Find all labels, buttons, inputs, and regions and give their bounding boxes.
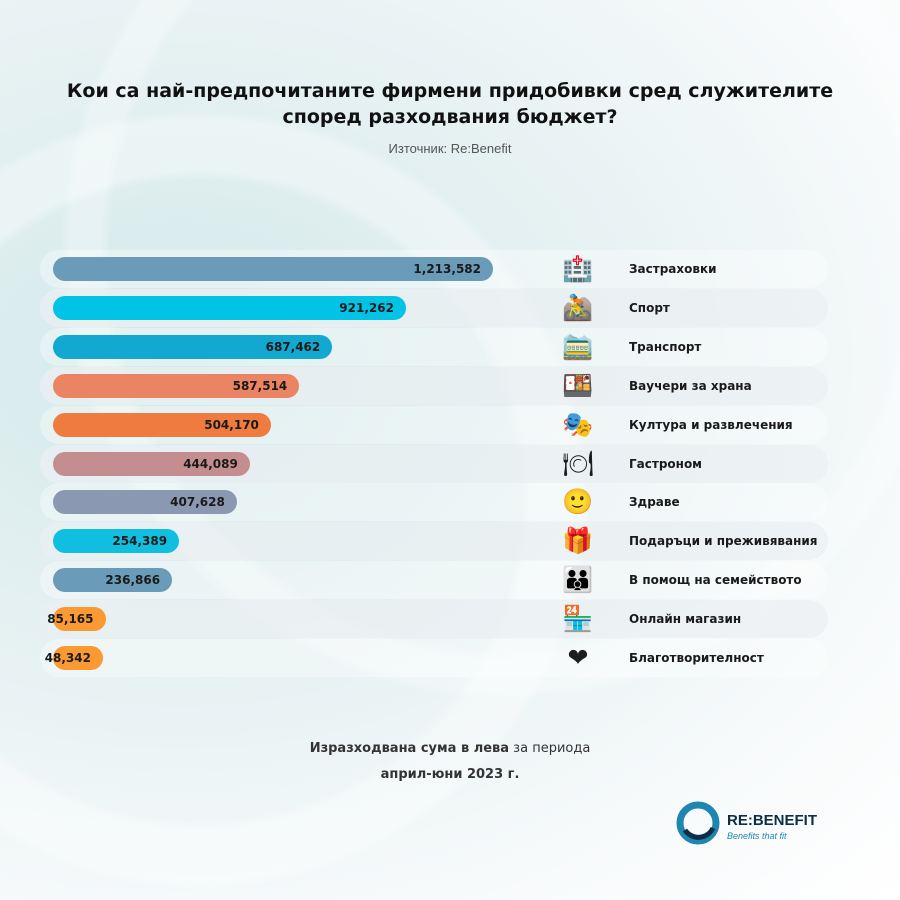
bar: 587,514 <box>53 373 300 398</box>
bar: 504,170 <box>53 412 271 437</box>
bar-value-label: 236,866 <box>105 573 161 588</box>
rebenefit-logo: RE:BENEFIT Benefits that fit <box>675 800 845 850</box>
bar: 236,866 <box>53 568 173 593</box>
bar-value-label: 254,389 <box>112 534 168 549</box>
bar-value-label: 85,165 <box>47 612 94 627</box>
category-label: Спорт <box>629 300 670 315</box>
chart-row: 236,866 👪 В помощ на семейството <box>40 561 828 600</box>
smiling-face-icon: 🙂 <box>562 487 594 517</box>
bar-value-label: 687,462 <box>265 339 321 354</box>
bar: 85,165 <box>47 607 106 632</box>
bar: 687,462 <box>53 334 333 359</box>
bar-value-label: 407,628 <box>170 495 225 510</box>
category-label: В помощ на семейството <box>629 573 802 588</box>
bento-box-icon: 🍱 <box>562 370 594 400</box>
bar: 407,628 <box>53 490 237 515</box>
logo-ring-icon <box>676 801 720 845</box>
mountain-biker-icon: 🚵 <box>562 292 594 322</box>
chart-row: 1,213,582 🏥 Застраховки <box>40 250 828 288</box>
chart-row: 687,462 🚞 Транспорт <box>40 327 828 366</box>
footer-bold: Изразходвана сума в лева <box>309 741 510 756</box>
category-label: Благотворителност <box>629 651 764 665</box>
category-label: Транспорт <box>629 339 702 354</box>
bar-value-label: 921,262 <box>339 300 394 315</box>
bar-value-label: 48,342 <box>44 651 91 665</box>
shop-icon: 🏪 <box>562 604 594 634</box>
footer-caption: Изразходвана сума в лева за периода <box>0 741 900 756</box>
gift-icon: 🎁 <box>562 526 594 556</box>
chart-row: 587,514 🍱 Ваучери за храна <box>40 366 828 405</box>
source-note: Източник: Re:Benefit <box>388 141 512 156</box>
theater-masks-icon: 🎭 <box>562 409 594 439</box>
category-label: Онлайн магазин <box>629 612 742 627</box>
chart-row: 407,628 🙂 Здраве <box>40 483 828 522</box>
mountain-railway-icon: 🚞 <box>562 331 594 361</box>
bar: 1,213,582 <box>53 257 493 281</box>
chart-row: 85,165 🏪 Онлайн магазин <box>40 600 828 639</box>
chart-row: 254,389 🎁 Подаръци и преживявания <box>40 522 828 561</box>
bar: 48,342 <box>45 646 103 670</box>
heart-icon: ❤ <box>567 643 589 672</box>
chart-title: Кои са най-предпочитаните фирмени придоб… <box>66 80 834 128</box>
chart-row: 921,262 🚵 Спорт <box>40 288 828 327</box>
logo-tagline: Benefits that fit <box>727 831 787 841</box>
bar-value-label: 587,514 <box>232 378 288 393</box>
fork-knife-plate-icon: 🍽 <box>562 448 594 478</box>
bar: 444,089 <box>53 451 250 476</box>
category-label: Ваучери за храна <box>629 378 752 393</box>
bar-value-label: 444,089 <box>183 456 238 471</box>
family-icon: 👪 <box>562 565 594 595</box>
category-label: Култура и развлечения <box>629 417 793 432</box>
category-label: Гастроном <box>629 456 702 471</box>
category-label: Застраховки <box>629 262 717 276</box>
bar-value-label: 504,170 <box>204 417 259 432</box>
logo-name: RE:BENEFIT <box>727 812 817 829</box>
chart-row: 48,342 ❤ Благотворителност <box>40 639 828 677</box>
footer-period: април-юни 2023 г. <box>380 767 520 782</box>
category-label: Подаръци и преживявания <box>629 534 818 549</box>
bar: 254,389 <box>53 529 180 554</box>
category-label: Здраве <box>629 495 680 510</box>
chart-row: 504,170 🎭 Култура и развлечения <box>40 405 828 444</box>
bar-value-label: 1,213,582 <box>413 262 481 276</box>
footer-rest: за периода <box>509 741 591 756</box>
hospital-icon: 🏥 <box>562 254 594 283</box>
bar: 921,262 <box>53 295 406 320</box>
chart-row: 444,089 🍽 Гастроном <box>40 444 828 483</box>
